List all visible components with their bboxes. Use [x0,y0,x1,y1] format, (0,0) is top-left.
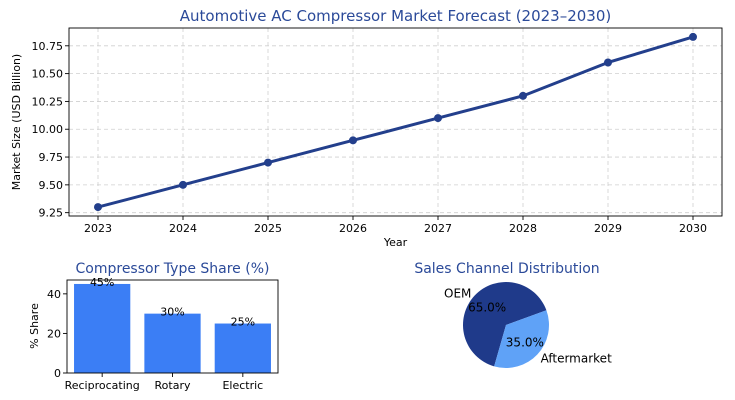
y-tick-label: 9.25 [39,207,64,220]
bar-data-label: 45% [90,276,114,289]
line-chart-x-label: Year [383,236,408,249]
x-tick-label: 2024 [169,222,197,235]
x-tick-label: 2030 [679,222,707,235]
bar-chart-y-axis: 0 20 40 [47,288,67,380]
bar-chart-title: Compressor Type Share (%) [76,261,270,277]
bar [74,283,131,373]
y-tick-label: 10.50 [32,68,64,81]
bar [144,313,201,373]
line-chart-x-axis: 2023 2024 2025 2026 2027 2028 2029 2030 [84,216,707,235]
line-point [604,58,612,67]
y-tick-label: 10.25 [32,95,64,108]
bar-data-label: 25% [231,316,255,329]
pie-pct-label: 65.0% [468,300,506,314]
x-tick-label: Reciprocating [65,379,140,392]
y-tick-label: 20 [47,327,61,340]
line-point [94,203,102,212]
bar-data-label: 30% [160,306,184,319]
x-tick-label: Electric [222,379,263,392]
line-point [519,91,527,100]
pie-slice [463,282,547,367]
x-tick-label: 2027 [424,222,452,235]
bar-chart-y-label: % Share [28,303,41,349]
x-tick-label: 2026 [339,222,367,235]
line-chart-plot-area [68,27,723,217]
y-tick-label: 9.75 [39,151,64,164]
line-chart: Automotive AC Compressor Market Forecast… [10,7,723,249]
pie-slice [494,310,549,369]
pie-labels: 65.0%OEM 35.0%Aftermarket [444,287,612,366]
pie-slice-label: Aftermarket [541,351,612,365]
bar-series: 45% 30% 25% [74,276,271,373]
x-tick-label: 2023 [84,222,112,235]
y-tick-label: 40 [47,288,61,301]
y-tick-label: 10.00 [32,123,64,136]
bar [214,323,271,373]
line-series [97,35,694,209]
pie-pct-label: 35.0% [506,336,544,350]
line-point [264,158,272,167]
pie-chart-title: Sales Channel Distribution [414,261,599,277]
line-point [179,180,187,189]
pie-slice-label: OEM [444,287,471,301]
y-tick-label: 0 [54,367,61,380]
line-point [434,114,442,123]
pie-chart: Sales Channel Distribution 65.0%OEM 35.0%… [414,261,612,369]
x-tick-label: 2025 [254,222,282,235]
line-chart-y-label: Market Size (USD Billion) [10,54,23,190]
x-tick-label: 2029 [594,222,622,235]
pie-slices [463,282,549,369]
line-points [94,32,697,212]
line-chart-y-axis: 9.25 9.50 9.75 10.00 10.25 10.50 10.75 [32,40,69,220]
bar-chart-x-axis: Reciprocating Rotary Electric [65,373,263,392]
y-tick-label: 9.50 [39,179,64,192]
y-tick-label: 10.75 [32,40,64,53]
x-tick-label: 2028 [509,222,537,235]
line-chart-title: Automotive AC Compressor Market Forecast… [180,7,612,25]
line-point [349,136,357,145]
line-point [689,32,697,41]
x-tick-label: Rotary [155,379,191,392]
bar-chart: Compressor Type Share (%) 45% 30% 25% 0 20 4… [28,261,279,392]
